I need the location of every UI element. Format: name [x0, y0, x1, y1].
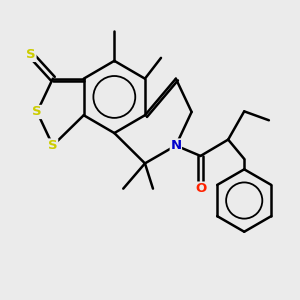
Text: S: S — [48, 139, 58, 152]
Text: S: S — [26, 48, 36, 62]
Text: S: S — [32, 106, 42, 118]
Text: N: N — [170, 139, 182, 152]
Text: O: O — [195, 182, 206, 195]
